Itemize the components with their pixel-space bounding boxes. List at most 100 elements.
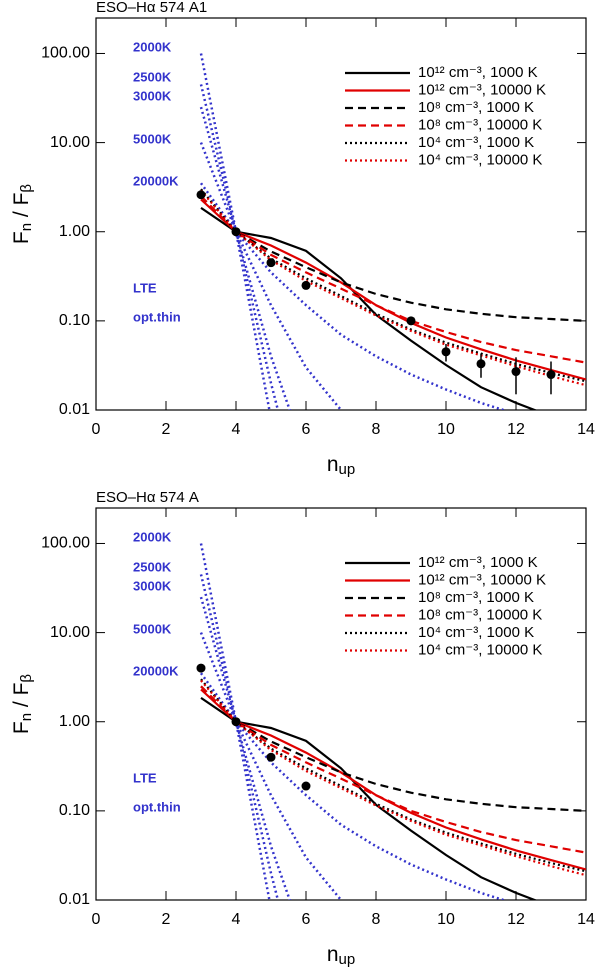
y-axis-label-part: β <box>18 184 35 193</box>
chart: ESO–Hα 574 A1 0 2 4 6 8 10 12 14 100.00 10.00 1.00 0… <box>10 0 595 478</box>
observed-point <box>196 190 206 200</box>
model-line <box>200 696 538 900</box>
observed-point <box>476 359 486 369</box>
legend-label: 10¹² cm⁻³, 1000 K <box>418 554 538 571</box>
legend-label: 10⁴ cm⁻³, 10000 K <box>418 151 542 168</box>
x-tick-label: 4 <box>232 911 241 928</box>
annotation: opt.thin <box>133 309 181 324</box>
model-line <box>200 685 586 812</box>
model-line <box>200 679 586 877</box>
x-tick-label: 4 <box>232 421 241 438</box>
y-tick-label: 1.00 <box>59 713 90 730</box>
x-tick-label: 12 <box>507 421 525 438</box>
x-axis-label-part: up <box>339 951 356 968</box>
x-axis-label-part: n <box>327 943 339 966</box>
observed-point <box>266 752 276 762</box>
legend-label: 10¹² cm⁻³, 10000 K <box>418 571 546 588</box>
legend-label: 10⁴ cm⁻³, 1000 K <box>418 624 534 641</box>
model-line <box>200 195 586 364</box>
legend-label: 10⁴ cm⁻³, 10000 K <box>418 641 542 658</box>
y-tick-label: 10.00 <box>50 134 90 151</box>
lte-line <box>199 182 508 410</box>
x-axis-label-part: up <box>339 461 356 478</box>
y-tick-label: 0.01 <box>59 401 90 418</box>
annotation: LTE <box>133 770 157 785</box>
x-tick-label: 2 <box>162 911 171 928</box>
observed-point <box>301 280 311 290</box>
lte-label: 5000K <box>133 131 172 146</box>
lte-line <box>199 574 280 900</box>
lte-label: 5000K <box>133 621 172 636</box>
y-axis-label-part: n <box>18 713 35 721</box>
lte-line <box>199 632 343 900</box>
model-line <box>200 685 586 854</box>
y-axis-label: Fn / Fβ <box>10 184 35 245</box>
y-tick-label: 100.00 <box>41 45 90 62</box>
y-tick-label: 100.00 <box>41 535 90 552</box>
y-tick-label: 0.01 <box>59 891 90 908</box>
x-tick-label: 6 <box>302 911 311 928</box>
model-line <box>200 189 586 387</box>
lte-label: 2500K <box>133 559 172 574</box>
y-tick-label: 1.00 <box>59 223 90 240</box>
x-tick-label: 0 <box>92 421 101 438</box>
y-axis-label: Fn / Fβ <box>10 674 35 735</box>
lte-line <box>199 672 508 900</box>
lte-label: 3000K <box>133 88 172 103</box>
chart-title: ESO–Hα 574 A1 <box>96 0 207 16</box>
legend-label: 10⁸ cm⁻³, 10000 K <box>418 116 542 133</box>
lte-label: 20000K <box>133 173 179 188</box>
lte-label: 2000K <box>133 529 172 544</box>
observed-point <box>196 663 206 673</box>
x-tick-label: 10 <box>437 421 455 438</box>
legend-label: 10¹² cm⁻³, 10000 K <box>418 81 546 98</box>
lte-label: 2000K <box>133 39 172 54</box>
observed-point <box>231 227 241 237</box>
lte-line <box>199 596 292 900</box>
x-tick-label: 8 <box>372 421 381 438</box>
x-axis-label-part: n <box>327 453 339 476</box>
x-tick-label: 2 <box>162 421 171 438</box>
chart-title: ESO–Hα 574 A <box>96 489 199 506</box>
y-axis-label-part: / F <box>10 683 33 713</box>
lte-label: 3000K <box>133 578 172 593</box>
x-tick-label: 14 <box>577 911 595 928</box>
lte-line <box>199 106 292 410</box>
annotation: LTE <box>133 280 157 295</box>
observed-point <box>231 717 241 727</box>
y-axis-label-part: F <box>10 721 33 734</box>
x-tick-label: 14 <box>577 421 595 438</box>
x-axis-label: nup <box>327 453 355 478</box>
annotation: opt.thin <box>133 799 181 814</box>
lte-line <box>199 142 343 410</box>
observed-point <box>301 781 311 791</box>
y-tick-label: 0.10 <box>59 312 90 329</box>
observed-point <box>441 347 451 357</box>
x-tick-label: 10 <box>437 911 455 928</box>
x-tick-label: 12 <box>507 911 525 928</box>
legend-label: 10⁴ cm⁻³, 1000 K <box>418 134 534 151</box>
lte-label: 20000K <box>133 663 179 678</box>
y-axis-label-part: β <box>18 674 35 683</box>
observed-point <box>266 258 276 268</box>
legend-label: 10⁸ cm⁻³, 1000 K <box>418 99 534 116</box>
x-tick-label: 0 <box>92 911 101 928</box>
observed-point <box>511 367 521 377</box>
y-tick-label: 0.10 <box>59 802 90 819</box>
x-tick-label: 8 <box>372 911 381 928</box>
lte-line <box>199 84 280 410</box>
lte-label: 2500K <box>133 69 172 84</box>
x-axis-label: nup <box>327 943 355 968</box>
y-axis-label-part: / F <box>10 193 33 223</box>
legend-label: 10⁸ cm⁻³, 10000 K <box>418 606 542 623</box>
plot-frame <box>95 17 587 411</box>
legend-label: 10¹² cm⁻³, 1000 K <box>418 64 538 81</box>
legend-label: 10⁸ cm⁻³, 1000 K <box>418 589 534 606</box>
y-axis-label-part: F <box>10 231 33 244</box>
y-tick-label: 10.00 <box>50 624 90 641</box>
observed-point <box>546 370 556 380</box>
model-line <box>200 206 538 410</box>
plot-frame <box>95 507 587 901</box>
y-axis-label-part: n <box>18 223 35 231</box>
